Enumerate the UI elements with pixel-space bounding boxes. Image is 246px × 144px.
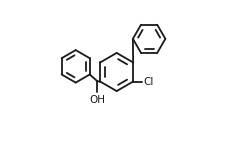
- Text: Cl: Cl: [144, 76, 154, 87]
- Text: OH: OH: [89, 95, 105, 105]
